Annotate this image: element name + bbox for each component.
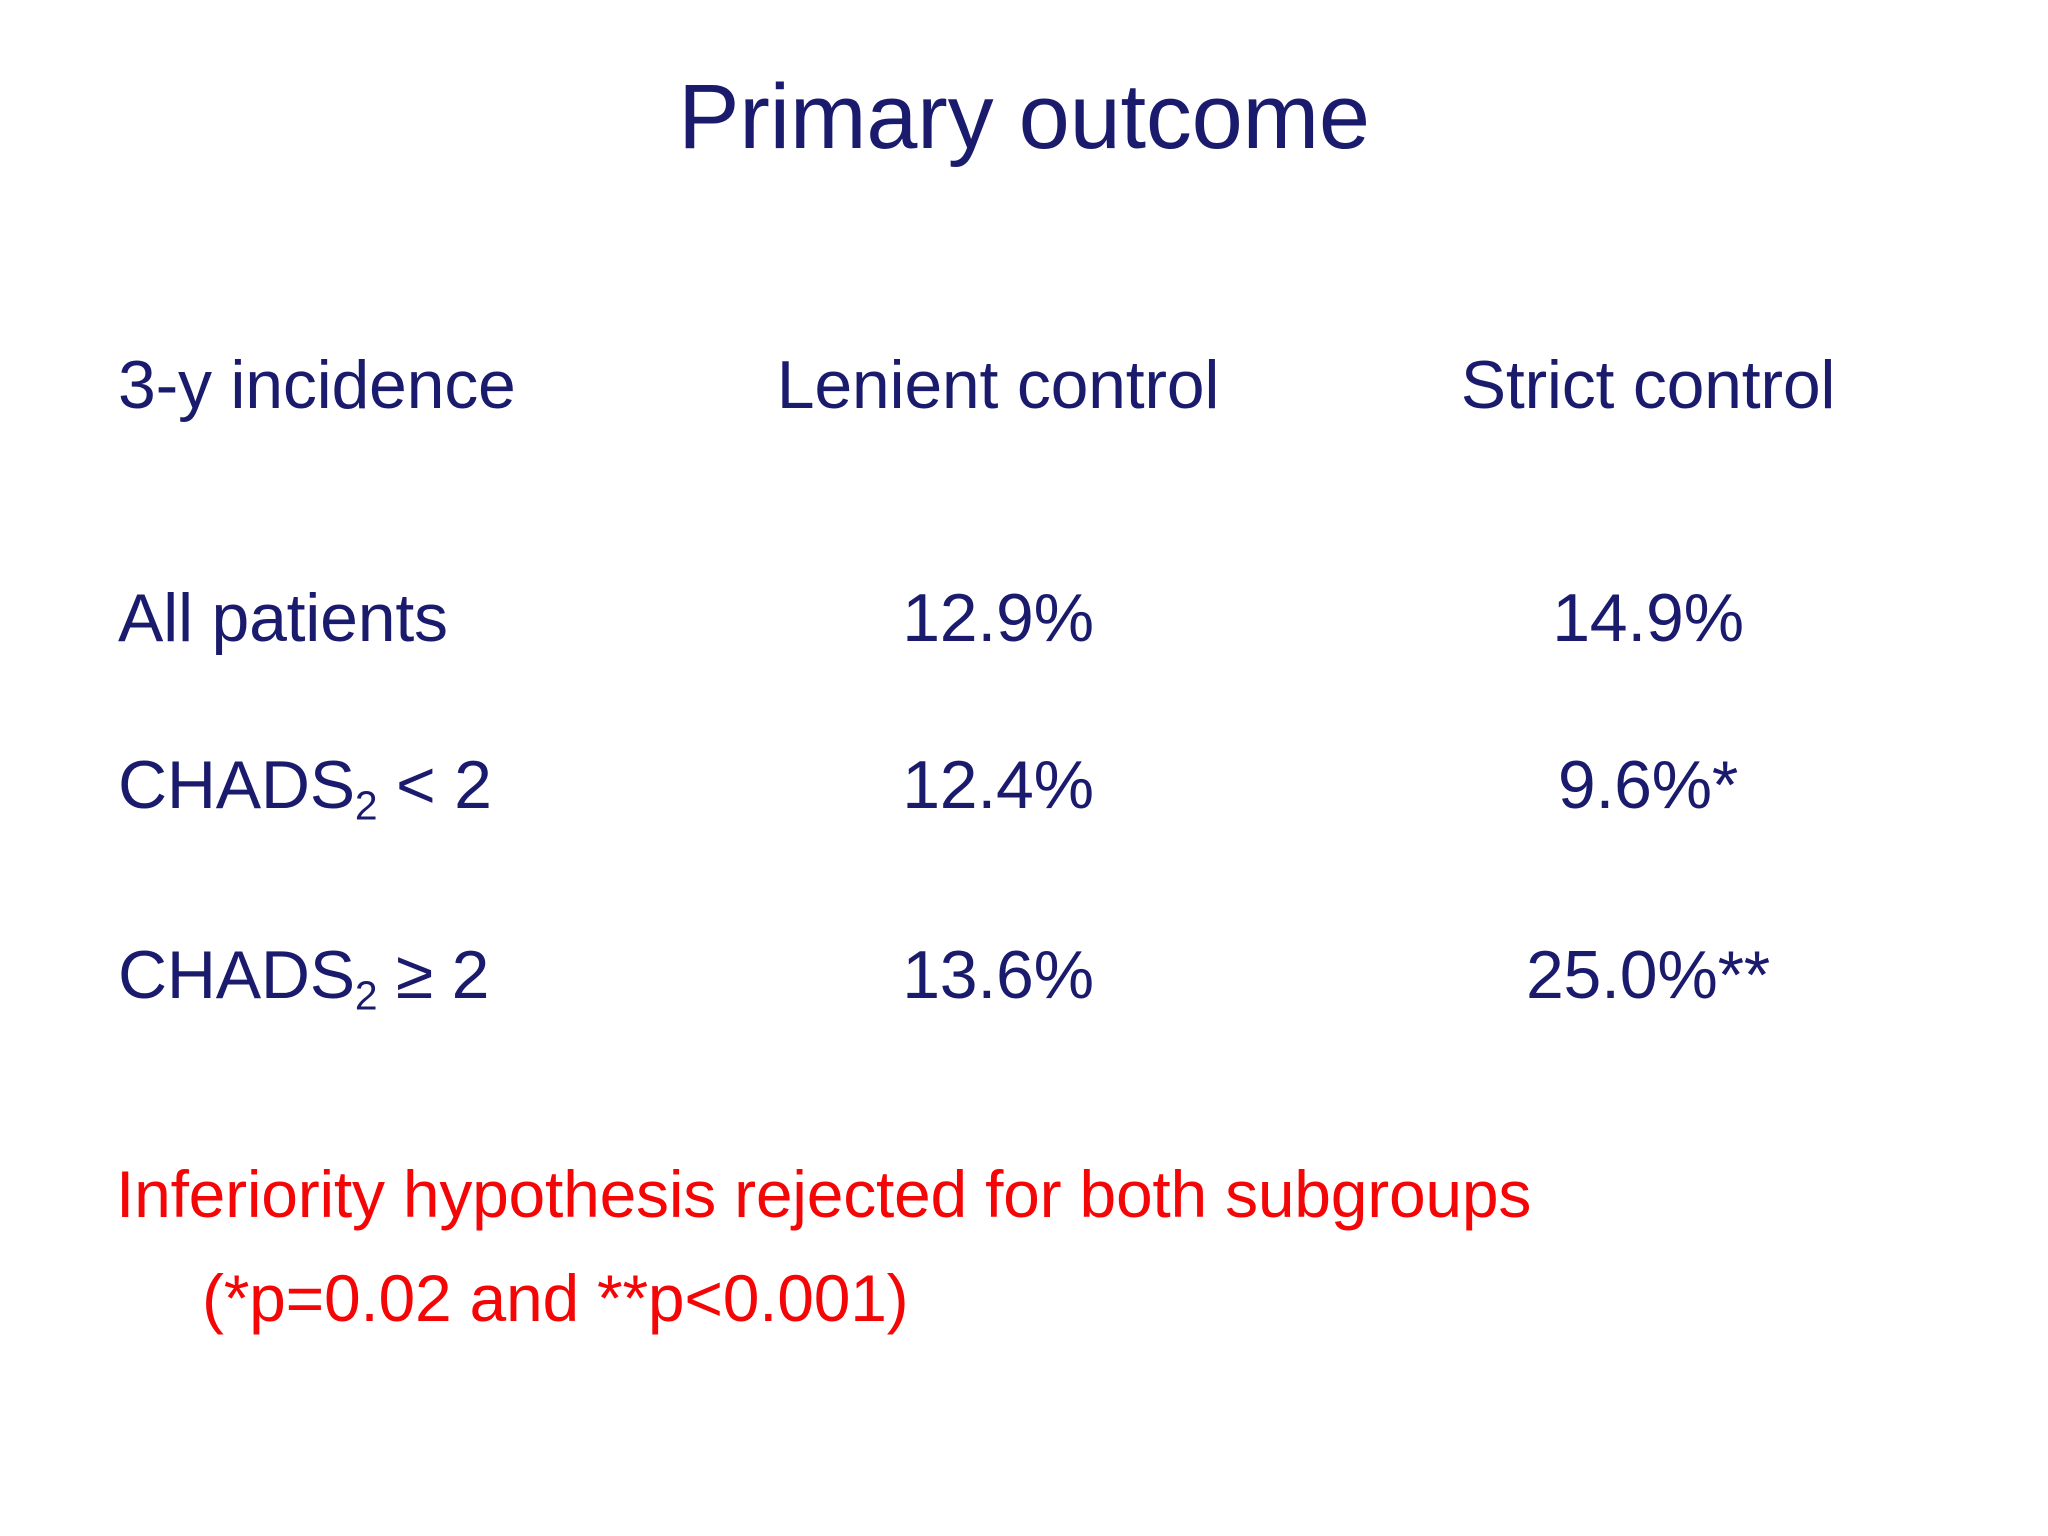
value-strict-all: 14.9% <box>1552 580 1744 656</box>
header-lenient-control: Lenient control <box>776 347 1220 423</box>
table-row: CHADS2 < 2 12.4% 9.6%* <box>118 745 2018 830</box>
value-strict-chads-lt-2: 9.6%* <box>1557 747 1739 823</box>
table-row: All patients 12.9% 14.9% <box>118 578 2018 663</box>
row-label-chads-ge-2: CHADS2 ≥ 2 <box>118 935 718 1020</box>
slide-title: Primary outcome <box>678 66 1370 168</box>
header-strict-control: Strict control <box>1460 347 1836 423</box>
footnote-significance: Inferiority hypothesis rejected for both… <box>116 1142 1916 1351</box>
value-lenient-chads-lt-2: 12.4% <box>902 747 1094 823</box>
table-header-row: 3-y incidence Lenient control Strict con… <box>118 345 2018 427</box>
row-label-text: CHADS <box>118 747 355 823</box>
row-label-all-patients: All patients <box>118 578 718 663</box>
value-lenient-chads-ge-2: 13.6% <box>902 937 1094 1013</box>
row-label-chads-lt-2: CHADS2 < 2 <box>118 745 718 830</box>
header-3y-incidence: 3-y incidence <box>118 347 516 423</box>
value-strict-chads-ge-2: 25.0%** <box>1525 937 1771 1013</box>
value-lenient-all: 12.9% <box>902 580 1094 656</box>
row-label-subscript: 2 <box>354 972 378 1019</box>
footnote-line1: Inferiority hypothesis rejected for both… <box>116 1157 1532 1231</box>
table-row: CHADS2 ≥ 2 13.6% 25.0%** <box>118 935 2018 1020</box>
row-label-suffix: < 2 <box>377 747 492 823</box>
row-label-text: CHADS <box>118 937 355 1013</box>
row-label-text: All patients <box>118 580 448 656</box>
row-label-suffix: ≥ 2 <box>377 937 490 1013</box>
footnote-line2: (*p=0.02 and **p<0.001) <box>202 1261 909 1336</box>
row-label-subscript: 2 <box>354 782 378 829</box>
